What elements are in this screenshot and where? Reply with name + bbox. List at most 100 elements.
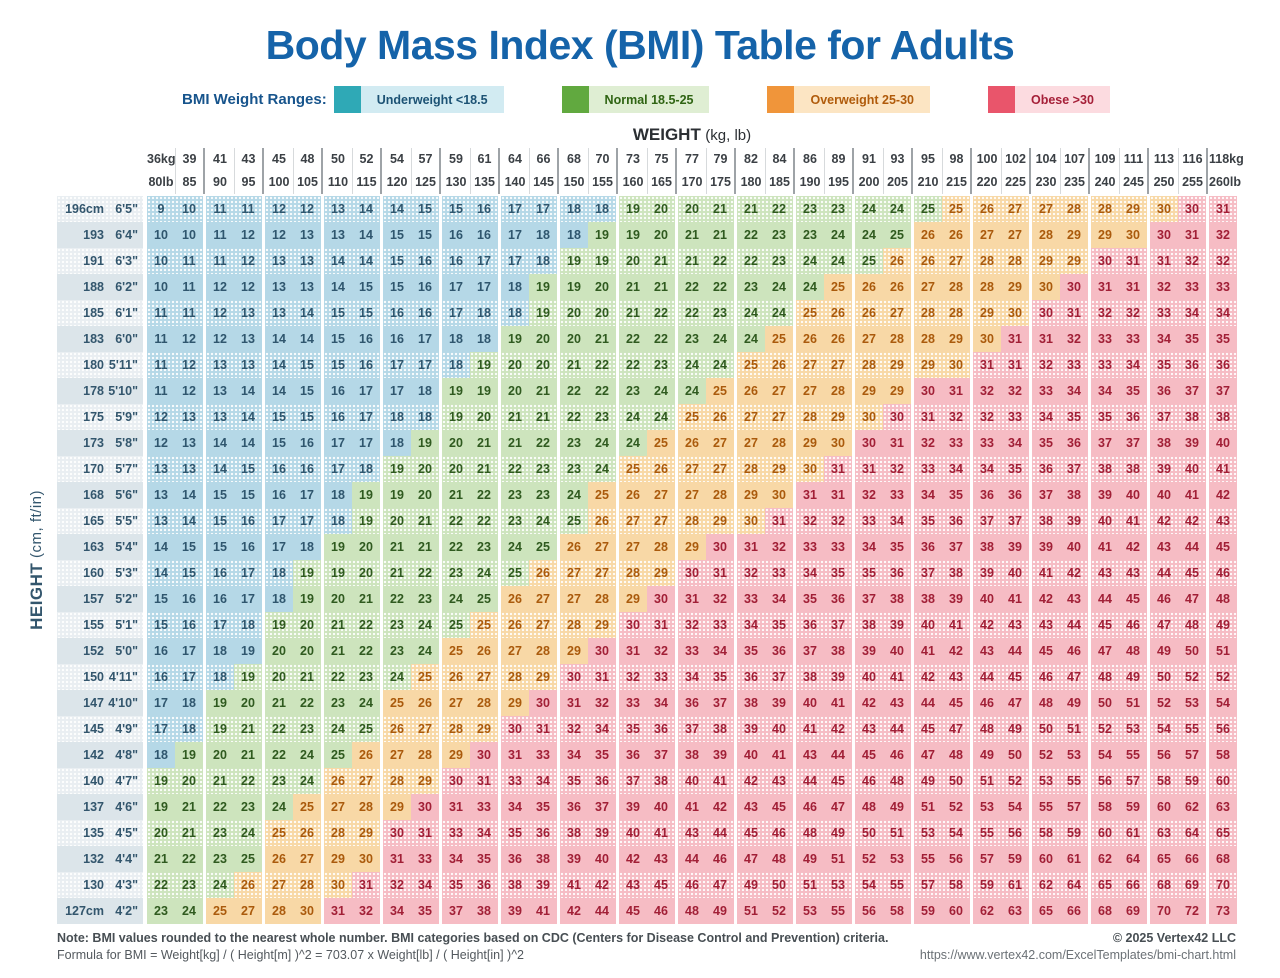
bmi-cell: 32 [855, 482, 883, 508]
bmi-cell: 28 [501, 664, 529, 690]
cell-pair: 31 32 [737, 534, 793, 560]
table-row: 173 5'8" 12 13 14 14 15 16 17 17 18 19 20 21 21 22 23 24 2… [57, 430, 1237, 456]
bmi-cell: 30 [824, 430, 852, 456]
cell-pair: 46 47 [1150, 586, 1206, 612]
bmi-cell: 31 [883, 430, 911, 456]
bmi-cell: 27 [324, 794, 352, 820]
bmi-cell: 28 [914, 300, 942, 326]
bmi-cell: 25 [324, 742, 352, 768]
height-row-label: 188 6'2" [57, 274, 143, 300]
bmi-cell: 18 [352, 456, 380, 482]
bmi-cell: 19 [470, 352, 498, 378]
bmi-cell: 26 [560, 534, 588, 560]
weight-column-header: 39 85 [175, 148, 203, 194]
weight-lb-value: 100 [268, 175, 290, 189]
cell-pair: 28 29 [1091, 196, 1147, 222]
cell-pair: 23 24 [265, 768, 321, 794]
cell-pair: 10 11 [147, 248, 203, 274]
cell-pair: 53 54 [973, 794, 1029, 820]
cell-pair: 13 14 [324, 222, 380, 248]
bmi-cell: 13 [293, 248, 321, 274]
bmi-cell: 36 [529, 820, 557, 846]
bmi-cell: 28 [619, 560, 647, 586]
bmi-cell: 14 [324, 248, 352, 274]
bmi-cell: 30 [501, 716, 529, 742]
bmi-cell: 31 [1178, 222, 1206, 248]
cell-pair: 47 48 [914, 742, 970, 768]
bmi-cell: 18 [206, 638, 234, 664]
height-cm-label: 168 [83, 488, 104, 502]
weight-kg-value: 95 [921, 152, 935, 166]
bmi-cell: 45 [737, 820, 765, 846]
bmi-cell: 27 [796, 378, 824, 404]
source-url-link[interactable]: https://www.vertex42.com/ExcelTemplates/… [919, 948, 1236, 962]
cell-pair: 15 15 [324, 300, 380, 326]
bmi-cell: 38 [883, 586, 911, 612]
bmi-cell: 22 [265, 742, 293, 768]
bmi-cell: 40 [914, 612, 942, 638]
bmi-cell: 35 [588, 742, 616, 768]
bmi-cell: 23 [206, 846, 234, 872]
cell-pair: 30 31 [560, 664, 616, 690]
weight-header-pair: 77 170 79 175 [678, 148, 736, 194]
cell-pair: 50 51 [1032, 716, 1088, 742]
bmi-cell: 24 [647, 378, 675, 404]
bmi-cell: 30 [1150, 196, 1178, 222]
cell-pair: 31 32 [855, 456, 911, 482]
bmi-cell: 43 [1091, 560, 1119, 586]
bmi-cell: 21 [706, 222, 734, 248]
cell-pair: 19 21 [147, 794, 203, 820]
cell-pair: 17 17 [383, 352, 439, 378]
weight-lb-value: 255 [1182, 175, 1203, 189]
bmi-cell: 34 [942, 456, 970, 482]
bmi-cell: 33 [796, 534, 824, 560]
bmi-cell: 42 [973, 612, 1001, 638]
bmi-cell: 38 [1150, 430, 1178, 456]
bmi-cell: 39 [1178, 430, 1206, 456]
cell-pair: 22 23 [619, 352, 675, 378]
bmi-cell: 23 [442, 560, 470, 586]
bmi-cell: 27 [234, 898, 262, 924]
cell-pair: 53 54 [914, 820, 970, 846]
bmi-cell: 29 [1032, 248, 1060, 274]
bmi-cell: 17 [442, 300, 470, 326]
weight-lb-value: 130 [445, 175, 467, 189]
bmi-cell: 43 [1001, 612, 1029, 638]
height-cm-label: 178 [83, 384, 104, 398]
cell-pair: 19 19 [442, 378, 498, 404]
cell-pair: 49 [1209, 612, 1237, 638]
bmi-cell: 70 [1150, 898, 1178, 924]
bmi-cell: 19 [234, 638, 262, 664]
bmi-cell: 30 [560, 664, 588, 690]
bmi-cell: 28 [942, 274, 970, 300]
bmi-cell: 24 [678, 352, 706, 378]
bmi-cell: 26 [796, 326, 824, 352]
bmi-cell: 20 [647, 222, 675, 248]
height-ftin-label: 5'2" [115, 592, 138, 606]
weight-kg-value: 93 [890, 152, 905, 166]
cell-pair: 24 25 [560, 482, 616, 508]
bmi-cell: 28 [588, 586, 616, 612]
bmi-cell: 35 [470, 846, 498, 872]
cell-pair: 30 30 [855, 404, 911, 430]
bmi-cell: 30 [796, 456, 824, 482]
bmi-cell: 30 [1091, 248, 1119, 274]
bmi-cell: 52 [1091, 716, 1119, 742]
cell-pair: 18 19 [383, 430, 439, 456]
bmi-cell: 24 [588, 456, 616, 482]
bmi-cell: 42 [706, 794, 734, 820]
height-row-label: 140 4'7" [57, 768, 143, 794]
bmi-cell: 15 [293, 352, 321, 378]
bmi-cell: 27 [293, 846, 321, 872]
bmi-cell: 24 [647, 404, 675, 430]
weight-lb-value: 200 [858, 175, 880, 189]
cell-pair: 26 27 [619, 482, 675, 508]
bmi-cell: 26 [914, 248, 942, 274]
bmi-cell: 30 [324, 872, 352, 898]
bmi-cell: 34 [914, 482, 942, 508]
bmi-cell: 20 [206, 742, 234, 768]
bmi-cell: 22 [678, 300, 706, 326]
cell-pair: 37 38 [1150, 404, 1206, 430]
bmi-cell: 41 [529, 898, 557, 924]
bmi-cell: 21 [383, 560, 411, 586]
